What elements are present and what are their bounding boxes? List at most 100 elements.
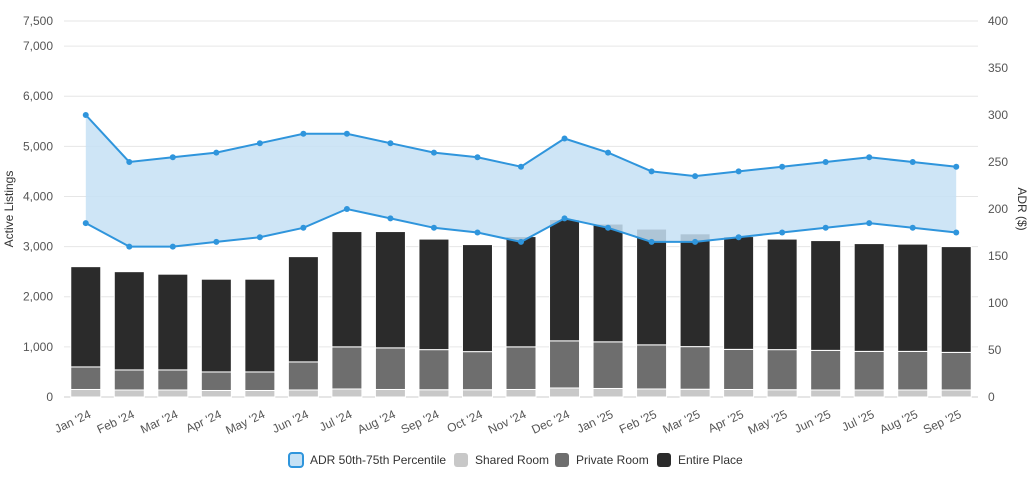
left-axis-tick-label: 6,000	[23, 89, 53, 103]
adr-low-point	[953, 229, 960, 236]
bar-private-room	[157, 369, 189, 391]
adr-high-point	[909, 159, 916, 165]
bar-shared-room	[287, 389, 319, 398]
bar-shared-room	[679, 388, 711, 398]
left-axis-tick-label: 2,000	[23, 290, 53, 304]
bar-entire-place	[70, 266, 102, 368]
legend-item[interactable]: ADR 50th-75th Percentile	[288, 452, 446, 468]
adr-low-point	[474, 229, 481, 236]
bar-private-room	[897, 350, 929, 391]
right-axis-tick-label: 200	[988, 202, 1008, 216]
legend-item[interactable]: Shared Room	[454, 453, 549, 467]
x-axis-tick-label: Jul '25	[839, 407, 876, 434]
left-axis-tick-label: 7,500	[23, 14, 53, 28]
x-axis-tick-label: Dec '24	[529, 407, 572, 437]
x-axis-tick-label: May '24	[223, 407, 267, 437]
adr-high-point	[735, 168, 742, 175]
adr-low-point	[822, 224, 829, 231]
x-axis-tick-label: Mar '25	[661, 407, 703, 437]
x-axis-tick-label: Jun '24	[270, 407, 311, 436]
left-axis: 0 1,000 2,000 3,000 4,000 5,000 6,000 7,000 7,50…	[23, 14, 53, 404]
x-axis-tick-label: Nov '24	[486, 407, 529, 437]
adr-low-point	[387, 215, 394, 222]
bar-private-room	[810, 349, 842, 391]
legend-swatch	[288, 452, 304, 468]
bar-shared-room	[244, 389, 276, 398]
adr-low-point	[213, 238, 220, 245]
adr-low-point	[561, 215, 568, 222]
right-axis-tick-label: 100	[988, 296, 1008, 310]
bar-private-room	[723, 348, 755, 390]
adr-high-point	[169, 154, 176, 161]
x-axis-tick-label: Sep '25	[921, 407, 964, 437]
bar-entire-place	[723, 236, 755, 350]
bar-shared-room	[418, 389, 450, 398]
adr-low-point	[692, 238, 699, 245]
legend-item[interactable]: Entire Place	[657, 453, 743, 467]
adr-high-point	[605, 149, 612, 156]
adr-low-point	[866, 220, 873, 227]
bar-entire-place	[897, 243, 929, 352]
bar-shared-room	[766, 389, 798, 398]
bar-private-room	[505, 346, 537, 390]
bar-shared-room	[810, 389, 842, 398]
bar-shared-room	[331, 388, 363, 398]
legend-label: Private Room	[576, 453, 649, 467]
adr-high-point	[518, 163, 524, 170]
bar-shared-room	[592, 387, 624, 398]
right-axis-tick-label: 50	[988, 343, 1002, 357]
bar-private-room	[418, 349, 450, 391]
legend-swatch	[454, 453, 468, 467]
adr-high-point	[213, 149, 220, 156]
left-axis-tick-label: 1,000	[23, 340, 53, 354]
bar-shared-room	[157, 389, 189, 398]
bar-entire-place	[200, 278, 232, 373]
legend-label: Shared Room	[475, 453, 549, 467]
bar-entire-place	[374, 231, 406, 349]
bar-entire-place	[592, 223, 624, 343]
adr-low-point	[648, 238, 655, 245]
bar-entire-place	[766, 238, 798, 351]
x-axis-tick-label: Mar '24	[138, 407, 180, 437]
bar-private-room	[636, 344, 668, 390]
adr-low-point	[909, 224, 916, 231]
bar-private-room	[374, 347, 406, 390]
bar-entire-place	[636, 228, 668, 346]
adr-low-point	[518, 238, 524, 245]
right-axis-tick-label: 350	[988, 61, 1008, 75]
legend-label: ADR 50th-75th Percentile	[310, 453, 446, 467]
bar-entire-place	[549, 219, 581, 342]
x-axis-tick-label: Aug '25	[878, 407, 921, 437]
x-axis-tick-label: Sep '24	[399, 407, 442, 437]
adr-high-point	[82, 112, 89, 118]
legend-item[interactable]: Private Room	[555, 453, 649, 467]
left-axis-tick-label: 3,000	[23, 240, 53, 254]
bar-shared-room	[940, 389, 972, 398]
left-axis-tick-label: 7,000	[23, 39, 53, 53]
left-axis-title: Active Listings	[2, 171, 16, 248]
bar-private-room	[200, 371, 232, 391]
bar-shared-room	[897, 389, 929, 398]
bar-entire-place	[418, 238, 450, 351]
x-axis-tick-label: Jun '25	[792, 407, 833, 436]
adr-high-point	[387, 140, 394, 147]
adr-high-point	[953, 163, 960, 170]
bar-private-room	[592, 341, 624, 389]
right-axis-tick-label: 300	[988, 108, 1008, 122]
bar-private-room	[244, 371, 276, 391]
adr-high-point	[474, 154, 481, 161]
bar-entire-place	[157, 273, 189, 371]
bar-private-room	[113, 369, 145, 391]
adr-low-point	[300, 224, 307, 231]
right-axis-tick-label: 0	[988, 390, 995, 404]
bar-private-room	[766, 349, 798, 391]
bars	[70, 219, 972, 398]
left-axis-tick-label: 0	[46, 390, 53, 404]
adr-high-point	[256, 140, 263, 147]
adr-low-point	[605, 224, 612, 231]
bar-private-room	[853, 350, 885, 391]
adr-high-point	[779, 163, 786, 170]
bar-shared-room	[200, 389, 232, 398]
